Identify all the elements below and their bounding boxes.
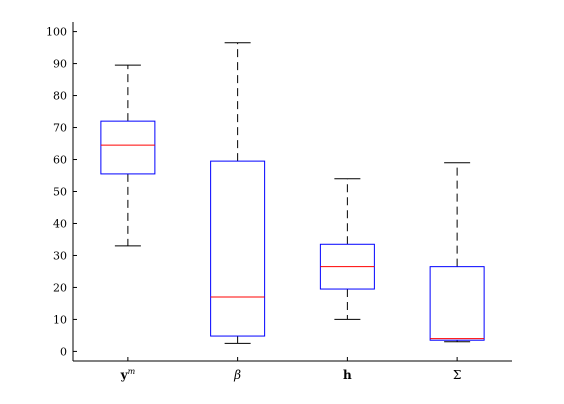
x-category-label: β [233,368,241,382]
y-tick-label: 60 [53,154,67,167]
y-tick-label: 100 [46,26,67,39]
y-tick-label: 40 [53,217,67,230]
box-group [100,64,156,361]
box-iqr [210,160,266,337]
y-tick-label: 10 [53,313,67,326]
y-tick-label: 50 [53,186,67,199]
plot-axes [72,22,512,362]
y-tick-label: 90 [53,58,67,71]
y-tick-label: 80 [53,90,67,103]
x-axis-labels: ym β h Σ [120,367,462,382]
y-axis-ticks: 0 10 20 30 40 50 60 70 80 90 100 [46,26,77,358]
y-tick-label: 30 [53,249,67,262]
category-superscript: m [128,367,136,376]
x-category-label: Σ [453,368,461,382]
x-category-label: h [343,368,352,382]
box-group [319,178,375,361]
y-tick-label: 70 [53,122,67,135]
box-iqr [100,120,156,175]
y-tick-label: 0 [60,345,67,358]
box-group [210,42,266,361]
box-series [100,42,485,361]
x-category-label: ym [120,367,136,382]
y-tick-label: 20 [53,281,67,294]
box-iqr [429,266,485,341]
box-group [429,162,485,361]
